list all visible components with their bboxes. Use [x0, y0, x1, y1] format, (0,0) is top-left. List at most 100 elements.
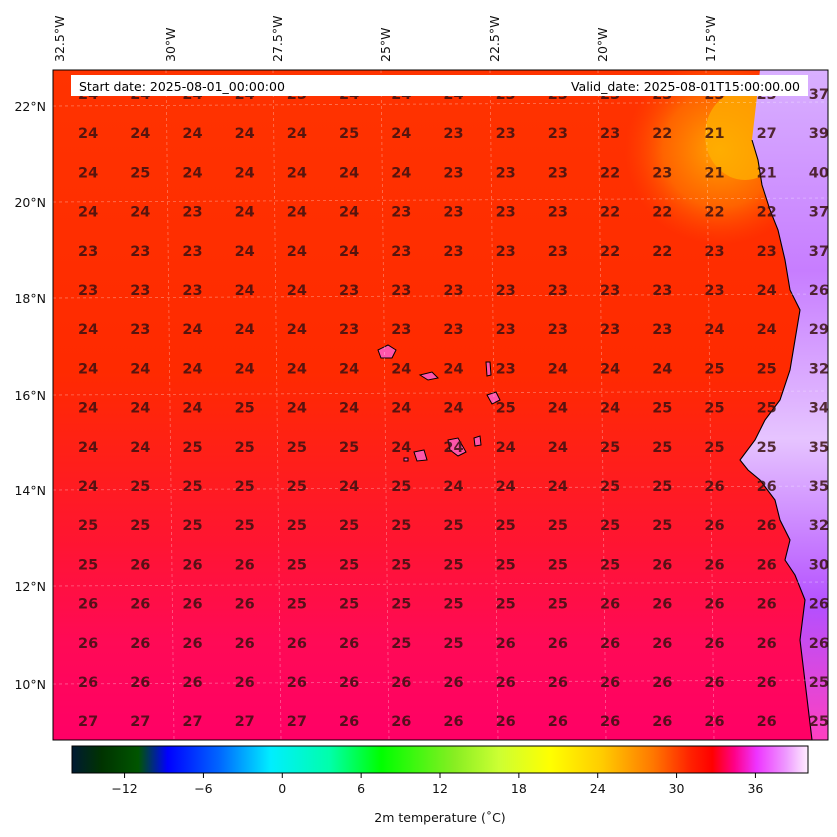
grid-value: 27 [182, 714, 202, 730]
grid-value: 23 [757, 244, 777, 260]
grid-value: 24 [78, 126, 98, 142]
grid-value: 24 [235, 165, 255, 181]
grid-value: 24 [600, 361, 620, 377]
grid-value: 23 [548, 126, 568, 142]
grid-value: 26 [600, 597, 620, 613]
grid-value: 24 [391, 440, 411, 456]
grid-value: 24 [235, 205, 255, 221]
grid-value: 27 [757, 126, 777, 142]
grid-value: 25 [287, 557, 307, 573]
grid-value: 25 [339, 440, 359, 456]
grid-value: 26 [757, 714, 777, 730]
grid-value: 26 [339, 675, 359, 691]
graticule [52, 69, 829, 741]
grid-value: 23 [548, 205, 568, 221]
grid-value: 23 [496, 361, 516, 377]
grid-value: 23 [339, 322, 359, 338]
grid-value: 24 [182, 322, 202, 338]
valid-date-label: Valid_date: 2025-08-01T15:00:00.00 [571, 79, 800, 94]
grid-value: 25 [652, 479, 672, 495]
grid-value: 25 [548, 518, 568, 534]
grid-value: 25 [496, 518, 516, 534]
longitude-label: 30°W [163, 27, 178, 62]
grid-value: 22 [652, 205, 672, 221]
grid-value: 23 [652, 283, 672, 299]
grid-value: 23 [182, 283, 202, 299]
grid-value: 24 [78, 440, 98, 456]
grid-value: 23 [548, 283, 568, 299]
grid-value: 22 [652, 126, 672, 142]
grid-value: 24 [391, 126, 411, 142]
grid-value: 26 [130, 636, 150, 652]
latitude-labels: 22°N 20°N 18°N 16°N 14°N 12°N 10°N [14, 99, 46, 692]
grid-value: 23 [496, 322, 516, 338]
grid-value: 26 [78, 636, 98, 652]
grid-value: 24 [287, 244, 307, 260]
grid-value: 26 [391, 714, 411, 730]
longitude-label: 22.5°W [487, 16, 502, 62]
grid-value: 26 [704, 557, 724, 573]
grid-value: 26 [235, 636, 255, 652]
grid-value: 26 [704, 597, 724, 613]
grid-value: 23 [548, 165, 568, 181]
grid-value: 25 [443, 518, 463, 534]
meridian-line [165, 69, 175, 741]
grid-value: 26 [757, 675, 777, 691]
colorbar-tick-label: 30 [669, 781, 685, 796]
grid-value: 26 [704, 636, 724, 652]
grid-value: 25 [704, 440, 724, 456]
grid-value: 26 [130, 597, 150, 613]
grid-value: 23 [548, 322, 568, 338]
grid-value: 24 [339, 361, 359, 377]
grid-value: 24 [235, 126, 255, 142]
grid-value: 25 [391, 636, 411, 652]
grid-value: 24 [287, 322, 307, 338]
grid-value: 21 [704, 165, 724, 181]
grid-value: 24 [78, 401, 98, 417]
grid-value: 25 [78, 518, 98, 534]
info-bar: Start date: 2025-08-01_00:00:00 Valid_da… [71, 75, 808, 96]
grid-value: 26 [496, 636, 516, 652]
grid-value: 29 [809, 322, 829, 338]
grid-value: 26 [757, 518, 777, 534]
grid-value: 25 [600, 479, 620, 495]
colorbar-tick-label: 12 [432, 781, 448, 796]
grid-value: 26 [704, 714, 724, 730]
african-landmass [740, 70, 828, 740]
grid-value: 24 [339, 244, 359, 260]
grid-value: 23 [182, 205, 202, 221]
grid-value: 24 [235, 283, 255, 299]
grid-value: 25 [182, 518, 202, 534]
grid-value: 23 [182, 244, 202, 260]
grid-value: 25 [235, 518, 255, 534]
grid-value: 25 [235, 401, 255, 417]
grid-value: 25 [496, 597, 516, 613]
grid-value: 23 [443, 205, 463, 221]
grid-value: 23 [130, 283, 150, 299]
grid-value: 26 [391, 675, 411, 691]
grid-value: 23 [130, 244, 150, 260]
grid-value: 35 [809, 440, 829, 456]
latitude-label: 16°N [14, 388, 46, 403]
grid-value: 26 [182, 675, 202, 691]
grid-value: 25 [339, 597, 359, 613]
grid-value: 25 [652, 401, 672, 417]
grid-value: 23 [652, 322, 672, 338]
grid-value: 24 [548, 479, 568, 495]
grid-value: 24 [182, 126, 202, 142]
grid-value: 23 [78, 283, 98, 299]
grid-value: 26 [548, 675, 568, 691]
latitude-label: 14°N [14, 483, 46, 498]
grid-value: 24 [287, 401, 307, 417]
grid-value: 24 [130, 126, 150, 142]
colorbar-label: 2m temperature (˚C) [374, 810, 505, 825]
grid-value: 25 [496, 401, 516, 417]
longitude-label: 17.5°W [703, 16, 718, 62]
temperature-field [53, 70, 828, 740]
grid-value: 22 [652, 244, 672, 260]
grid-value: 37 [809, 205, 829, 221]
grid-value: 24 [130, 205, 150, 221]
grid-value: 25 [548, 597, 568, 613]
colorbar-tick-label: 0 [278, 781, 286, 796]
